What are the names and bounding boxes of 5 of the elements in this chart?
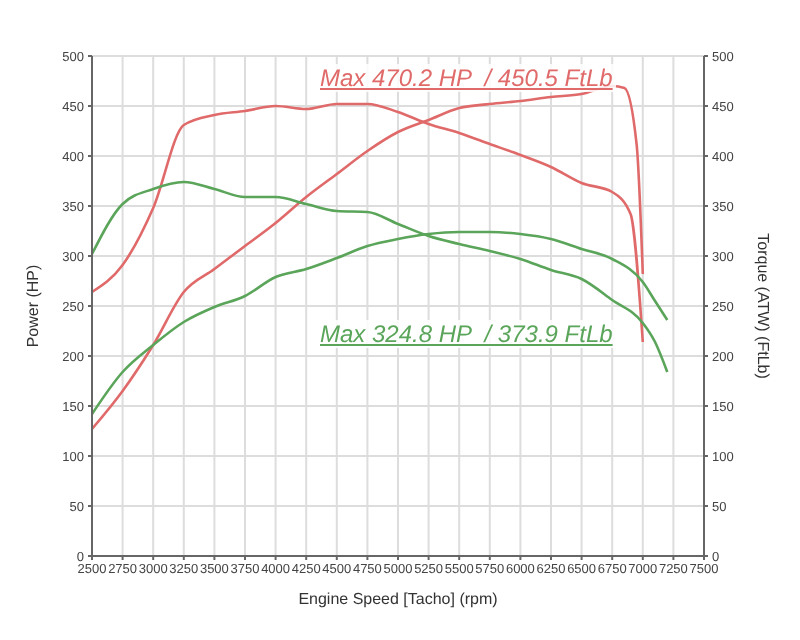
y-axis-title: Power (HP) <box>23 263 42 348</box>
annotation: Max 324.8 HP / 373.9 FtLb <box>316 320 617 348</box>
annotation: Max 470.2 HP / 450.5 FtLb <box>316 64 617 92</box>
x-axis-title: Engine Speed [Tacho] (rpm) <box>298 590 499 608</box>
y2-axis-title: Torque (ATW) (FtLb) <box>754 233 773 380</box>
